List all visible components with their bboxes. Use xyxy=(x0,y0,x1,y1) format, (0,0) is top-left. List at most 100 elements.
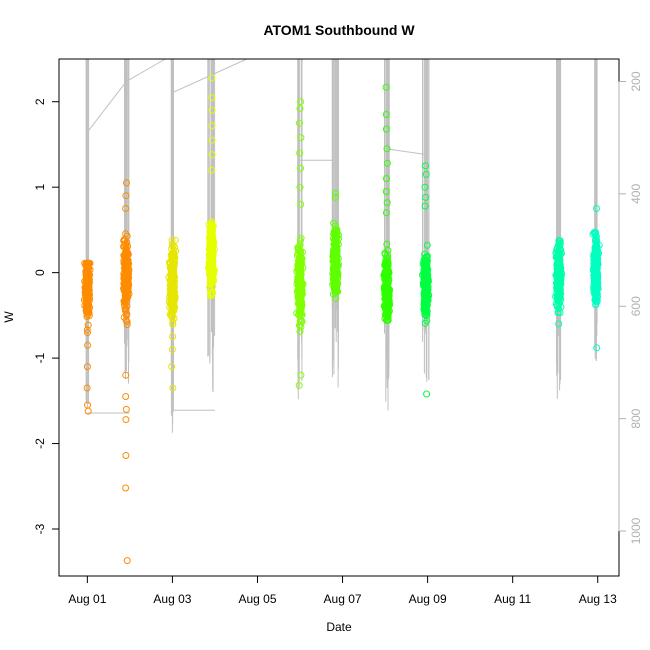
data-point xyxy=(122,416,130,424)
data-point xyxy=(122,267,129,275)
data-point xyxy=(593,298,601,306)
data-point xyxy=(382,286,390,294)
data-point xyxy=(83,326,91,334)
data-point xyxy=(83,303,91,311)
data-point xyxy=(554,255,562,263)
depth-transit-line xyxy=(386,148,426,155)
data-point xyxy=(295,282,303,290)
data-point xyxy=(296,328,304,335)
data-point xyxy=(207,260,215,267)
data-point xyxy=(208,251,216,259)
data-point xyxy=(592,229,600,236)
data-point xyxy=(332,255,340,263)
data-point xyxy=(84,264,92,272)
data-point xyxy=(593,271,601,279)
data-point xyxy=(168,363,176,371)
data-point xyxy=(296,286,304,294)
data-point xyxy=(423,294,431,302)
data-point xyxy=(121,258,129,266)
data-point xyxy=(86,295,94,302)
data-point xyxy=(590,256,598,264)
data-point xyxy=(296,237,304,245)
x-tick-label: Aug 05 xyxy=(238,592,276,606)
chart-title: ATOM1 Southbound W xyxy=(263,22,415,38)
y-tick-label: -3 xyxy=(33,523,47,534)
data-point xyxy=(168,312,175,320)
data-point xyxy=(382,111,390,118)
data-point xyxy=(592,242,600,250)
data-point xyxy=(83,301,91,309)
data-point xyxy=(122,250,129,258)
y-tick-label: 0 xyxy=(33,269,47,276)
data-point xyxy=(384,254,392,262)
x-tick-label: Aug 11 xyxy=(494,592,531,606)
data-point xyxy=(168,271,176,279)
data-point xyxy=(331,271,339,279)
data-point xyxy=(86,291,93,299)
data-point xyxy=(555,294,563,302)
data-point xyxy=(383,272,391,280)
data-point xyxy=(592,237,599,245)
data-point xyxy=(205,221,213,229)
data-point xyxy=(207,242,215,250)
data-point xyxy=(84,296,92,304)
data-point xyxy=(384,316,392,324)
data-point xyxy=(84,259,92,267)
data-point xyxy=(168,264,176,272)
data-point xyxy=(168,346,176,353)
data-point xyxy=(554,309,562,316)
data-point xyxy=(331,267,339,275)
right-tick-label: 1000 xyxy=(629,517,643,544)
data-point xyxy=(384,246,392,254)
data-point xyxy=(422,299,430,307)
data-point xyxy=(295,245,303,253)
data-point xyxy=(207,253,214,260)
data-point xyxy=(420,281,428,289)
data-point xyxy=(297,371,305,379)
data-point xyxy=(122,205,130,212)
data-point xyxy=(122,230,130,238)
data-point xyxy=(422,162,429,170)
data-point xyxy=(332,193,339,201)
data-point xyxy=(296,288,304,296)
y-tick-label: 2 xyxy=(33,98,47,105)
y-tick-label: -2 xyxy=(33,438,47,449)
data-point xyxy=(123,302,131,310)
depth-profiles xyxy=(85,58,598,433)
data-point xyxy=(423,241,431,249)
data-point xyxy=(555,237,563,245)
data-point xyxy=(167,289,175,297)
data-point xyxy=(297,164,304,172)
data-point xyxy=(332,273,340,281)
data-point xyxy=(208,166,216,174)
right-tick-label: 600 xyxy=(629,296,643,316)
right-depth-axis: 200 400 600 800 1000 xyxy=(618,71,643,544)
data-point xyxy=(84,276,92,284)
y-tick-label: -1 xyxy=(33,352,47,363)
data-point xyxy=(554,290,562,298)
data-point xyxy=(423,390,431,398)
y-tick-label: 1 xyxy=(33,184,47,191)
data-point xyxy=(333,287,341,295)
data-point xyxy=(83,384,91,392)
x-tick-label: Aug 09 xyxy=(409,592,447,606)
data-point xyxy=(122,280,130,288)
data-point xyxy=(296,183,304,191)
data-point xyxy=(208,151,216,159)
data-point xyxy=(122,393,130,400)
data-point xyxy=(122,296,130,304)
data-point xyxy=(297,134,305,142)
data-point xyxy=(298,303,306,310)
data-point xyxy=(590,284,598,291)
data-point xyxy=(296,252,304,260)
data-point xyxy=(592,245,600,253)
data-point xyxy=(121,304,129,312)
data-point xyxy=(421,183,429,191)
data-point xyxy=(421,307,429,315)
data-point xyxy=(557,290,565,298)
data-point xyxy=(170,256,178,264)
data-point xyxy=(421,319,429,327)
data-point xyxy=(297,310,305,317)
data-points xyxy=(80,74,603,565)
